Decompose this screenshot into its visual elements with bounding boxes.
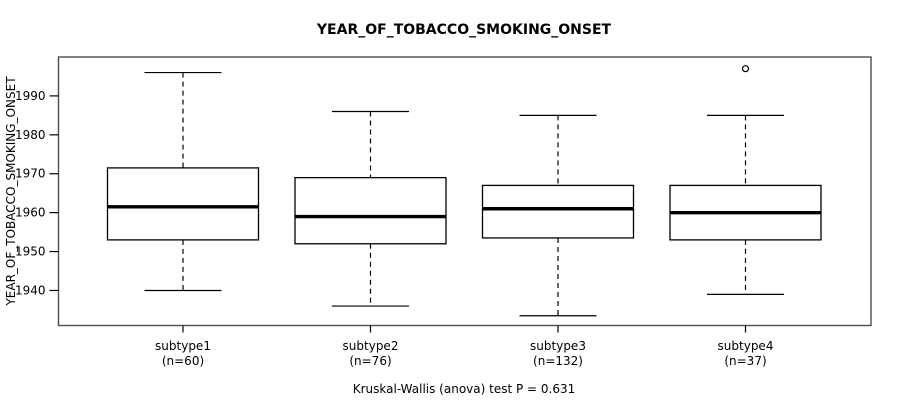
y-axis-label: YEAR_OF_TOBACCO_SMOKING_ONSET xyxy=(4,76,18,307)
group-label: subtype4 xyxy=(718,339,774,353)
y-tick-label: 1970 xyxy=(15,167,46,181)
chart-title: YEAR_OF_TOBACCO_SMOKING_ONSET xyxy=(316,22,612,38)
group-sublabel: (n=76) xyxy=(349,354,391,368)
iqr-box xyxy=(106,167,260,241)
plot-frame xyxy=(57,56,872,327)
group-label: subtype1 xyxy=(155,339,211,353)
group-sublabel: (n=37) xyxy=(724,354,766,368)
y-tick-label: 1980 xyxy=(15,128,46,142)
outlier-point xyxy=(741,65,750,73)
y-tick-label: 1940 xyxy=(15,283,46,297)
iqr-box xyxy=(481,184,635,239)
chart-caption: Kruskal-Wallis (anova) test P = 0.631 xyxy=(353,382,576,396)
group-label: subtype3 xyxy=(530,339,586,353)
y-tick-label: 1950 xyxy=(15,245,46,259)
y-tick-label: 1990 xyxy=(15,89,46,103)
y-tick-label: 1960 xyxy=(15,206,46,220)
iqr-box xyxy=(294,176,447,245)
group-sublabel: (n=132) xyxy=(533,354,583,368)
group-label: subtype2 xyxy=(343,339,399,353)
group-sublabel: (n=60) xyxy=(162,354,204,368)
